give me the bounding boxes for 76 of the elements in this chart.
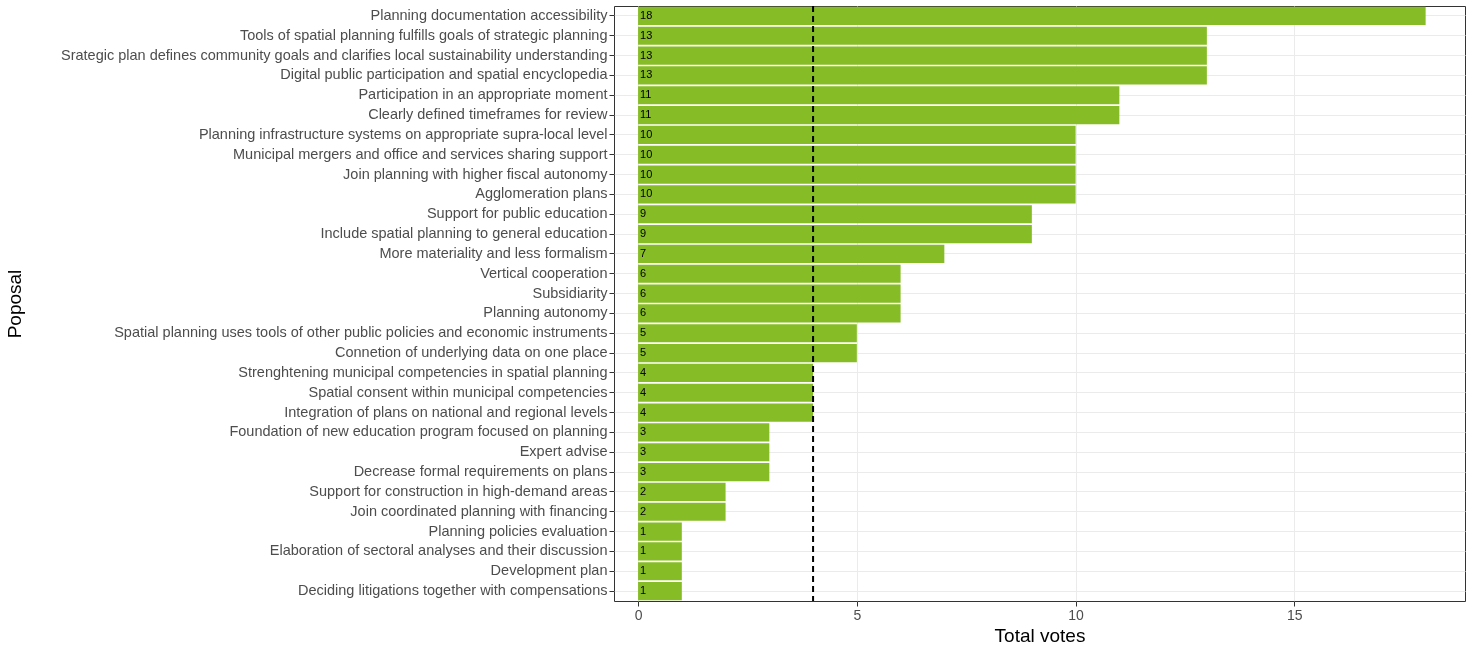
data-label: 10 xyxy=(640,167,653,180)
y-axis-title: Poposal xyxy=(3,269,25,339)
y-tick-label: Subsidiarity xyxy=(532,284,609,301)
y-tick-label: Planning documentation accessibility xyxy=(370,6,609,23)
y-tick-label: Development plan xyxy=(490,562,608,579)
y-tick-label: Planning infrastructure systems on appropriate supra-local level xyxy=(198,125,608,142)
data-label: 13 xyxy=(640,28,653,41)
x-tick-label: 15 xyxy=(1287,606,1303,623)
data-label: 10 xyxy=(640,147,653,160)
y-tick-label: Integration of plans on national and regional levels xyxy=(284,403,608,420)
bar xyxy=(638,105,1120,125)
data-label: 5 xyxy=(640,326,647,339)
data-label: 2 xyxy=(640,484,647,497)
y-tick-label: Support for construction in high-demand areas xyxy=(309,482,608,499)
data-label: 1 xyxy=(640,584,647,597)
y-tick-label: Strenghtening municipal competencies in spatial planning xyxy=(238,363,608,380)
data-label: 4 xyxy=(640,385,647,398)
data-label: 9 xyxy=(640,227,647,240)
y-tick-label: Foundation of new education program focused on planning xyxy=(229,423,608,440)
data-label: 9 xyxy=(640,207,647,220)
bar xyxy=(638,363,814,383)
bar xyxy=(638,6,1426,26)
bar xyxy=(638,581,682,601)
y-tick-label: Support for public education xyxy=(426,205,608,222)
y-tick-label: Deciding litigations together with compensations xyxy=(297,582,608,599)
data-label: 7 xyxy=(640,246,647,259)
y-tick-label: Decrease formal requirements on plans xyxy=(353,463,608,480)
x-tick-label: 5 xyxy=(853,606,862,623)
y-tick-label: Join planning with higher fiscal autonomy xyxy=(343,165,609,182)
y-tick-label: Srategic plan defines community goals and clarifies local sustainability understanding xyxy=(61,46,608,63)
data-label: 3 xyxy=(640,425,647,438)
data-label: 6 xyxy=(640,306,647,319)
y-tick-label: Connetion of underlying data on one place xyxy=(335,344,608,361)
data-label: 11 xyxy=(640,108,652,121)
bar xyxy=(638,125,1076,145)
data-label: 4 xyxy=(640,405,647,418)
y-tick-label: Tools of spatial planning fulfills goals of strategic planning xyxy=(239,26,608,43)
bar xyxy=(638,343,857,363)
y-tick-label: Vertical cooperation xyxy=(480,264,608,281)
data-label: 10 xyxy=(640,127,653,140)
y-tick-label: Agglomeration plans xyxy=(475,185,608,202)
x-axis-title: Total votes xyxy=(994,624,1086,646)
bar xyxy=(638,482,726,502)
data-label: 11 xyxy=(640,88,652,101)
data-label: 18 xyxy=(640,8,653,21)
y-tick-label: Clearly defined timeframes for review xyxy=(368,106,609,123)
y-tick-label: Join coordinated planning with financing xyxy=(350,502,608,519)
data-label: 6 xyxy=(640,266,647,279)
data-label: 10 xyxy=(640,187,653,200)
data-label: 3 xyxy=(640,465,647,478)
data-label: 1 xyxy=(640,544,647,557)
y-tick-label: More materiality and less formalism xyxy=(379,244,608,261)
bar xyxy=(638,224,1032,244)
bar xyxy=(638,244,945,264)
bar xyxy=(638,462,770,482)
y-tick-label: Spatial planning uses tools of other public policies and economic instruments xyxy=(114,324,608,341)
x-tick-label: 0 xyxy=(634,606,643,623)
data-label: 1 xyxy=(640,524,647,537)
data-label: 6 xyxy=(640,286,647,299)
y-tick-label: Planning autonomy xyxy=(483,304,609,321)
data-label: 13 xyxy=(640,68,653,81)
y-tick-label: Municipal mergers and office and services sharing support xyxy=(232,145,608,162)
y-tick-label: Expert advise xyxy=(519,443,608,460)
data-label: 5 xyxy=(640,346,647,359)
y-tick-label: Spatial consent within municipal competencies xyxy=(308,383,608,400)
data-label: 1 xyxy=(640,564,647,577)
y-tick-label: Planning policies evaluation xyxy=(428,522,608,539)
data-label: 3 xyxy=(640,445,647,458)
y-tick-label: Elaboration of sectoral analyses and their discussion xyxy=(269,542,608,559)
y-tick-label: Include spatial planning to general education xyxy=(320,225,608,242)
data-label: 2 xyxy=(640,504,647,517)
data-label: 13 xyxy=(640,48,653,61)
data-label: 4 xyxy=(640,365,647,378)
y-tick-label: Participation in an appropriate moment xyxy=(358,86,608,103)
x-tick-label: 10 xyxy=(1068,606,1085,623)
y-tick-label: Digital public participation and spatial encyclopedia xyxy=(280,66,609,83)
